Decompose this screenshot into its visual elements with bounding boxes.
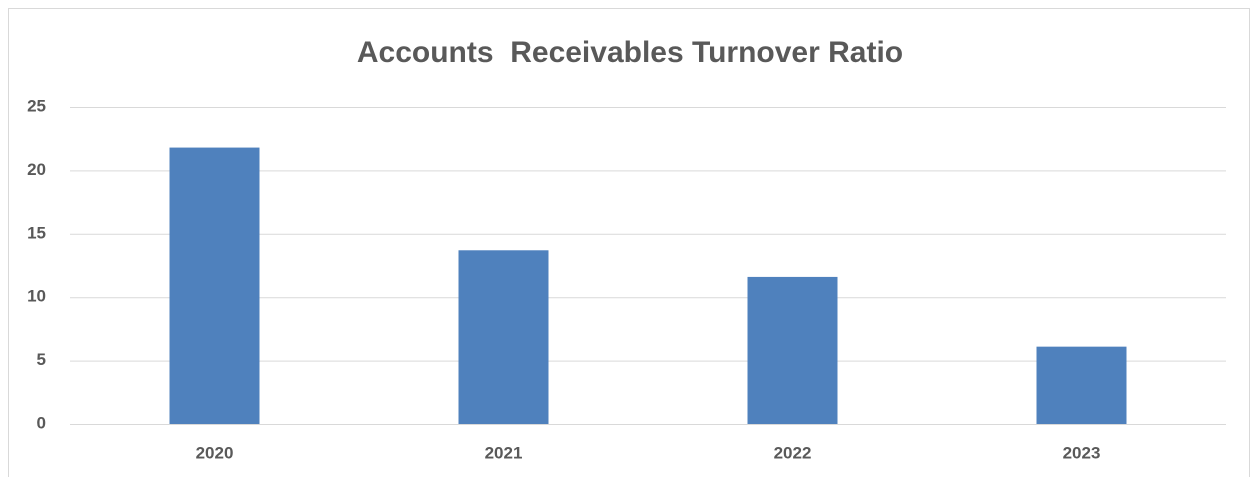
y-tick-label: 5 [37,350,46,369]
x-tick-label: 2020 [196,443,234,462]
chart-border [8,8,1250,477]
bar [1036,346,1127,424]
x-tick-label: 2021 [485,443,523,462]
x-tick-label: 2023 [1063,443,1101,462]
y-tick-label: 25 [27,96,46,115]
x-tick-label: 2022 [774,443,812,462]
bar [169,147,260,425]
y-tick-label: 15 [27,223,46,242]
chart-title: Accounts Receivables Turnover Ratio [357,36,903,69]
y-tick-label: 0 [37,413,46,432]
bar [747,276,838,424]
y-tick-label: 20 [27,160,46,179]
bar [458,250,549,424]
y-tick-label: 10 [27,287,46,306]
